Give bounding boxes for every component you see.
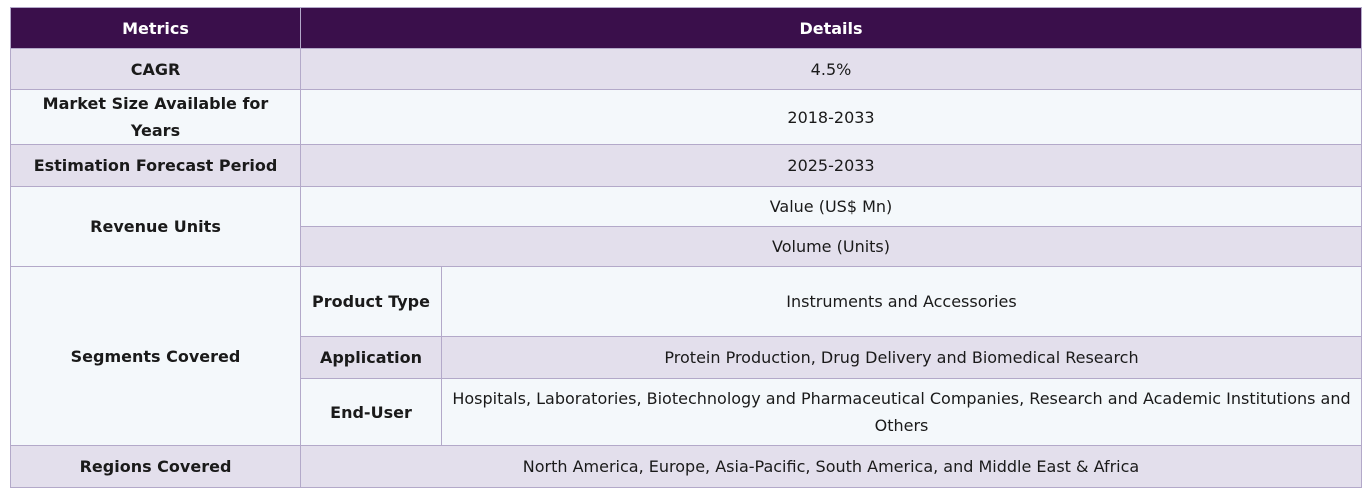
segment-name-end-user: End-User bbox=[300, 378, 442, 446]
revenue-units-volume: Volume (Units) bbox=[299, 226, 1363, 267]
market-size-label: Market Size Available for Years bbox=[10, 89, 301, 145]
table-row-regions: Regions Covered North America, Europe, A… bbox=[10, 445, 1363, 488]
segment-value-application: Protein Production, Drug Delivery and Bi… bbox=[440, 336, 1363, 379]
segment-name-product-type: Product Type bbox=[300, 266, 442, 337]
segment-value-end-user: Hospitals, Laboratories, Biotechnology a… bbox=[440, 378, 1363, 446]
cagr-label: CAGR bbox=[10, 48, 301, 90]
segment-value-product-type: Instruments and Accessories bbox=[440, 266, 1363, 337]
cagr-value: 4.5% bbox=[299, 48, 1363, 90]
table-row-segment-application: Application Protein Production, Drug Del… bbox=[11, 336, 1363, 379]
market-size-value: 2018-2033 bbox=[299, 89, 1363, 145]
table-row-forecast: Estimation Forecast Period 2025-2033 bbox=[10, 144, 1363, 187]
forecast-label: Estimation Forecast Period bbox=[10, 144, 301, 187]
segments-covered-label: Segments Covered bbox=[10, 266, 301, 446]
revenue-units-label: Revenue Units bbox=[10, 186, 301, 267]
table-row-cagr: CAGR 4.5% bbox=[10, 48, 1363, 90]
regions-covered-value: North America, Europe, Asia-Pacific, Sou… bbox=[299, 445, 1363, 488]
report-metrics-table: Metrics Details CAGR 4.5% Market Size Av… bbox=[10, 7, 1363, 488]
table-row-revenue-units-volume: Volume (Units) bbox=[11, 226, 1363, 267]
table-row-market-size: Market Size Available for Years 2018-203… bbox=[10, 89, 1363, 145]
table-row-segment-product-type: Segments Covered Product Type Instrument… bbox=[10, 266, 1363, 446]
table-header-row: Metrics Details bbox=[10, 7, 1363, 49]
header-details: Details bbox=[299, 7, 1363, 49]
segment-name-application: Application bbox=[300, 336, 442, 379]
revenue-units-value: Value (US$ Mn) bbox=[299, 186, 1363, 227]
header-metrics: Metrics bbox=[10, 7, 301, 49]
table-row-revenue-units: Revenue Units Value (US$ Mn) bbox=[10, 186, 1363, 267]
forecast-value: 2025-2033 bbox=[299, 144, 1363, 187]
regions-covered-label: Regions Covered bbox=[10, 445, 301, 488]
table-row-segment-end-user: End-User Hospitals, Laboratories, Biotec… bbox=[11, 378, 1363, 446]
